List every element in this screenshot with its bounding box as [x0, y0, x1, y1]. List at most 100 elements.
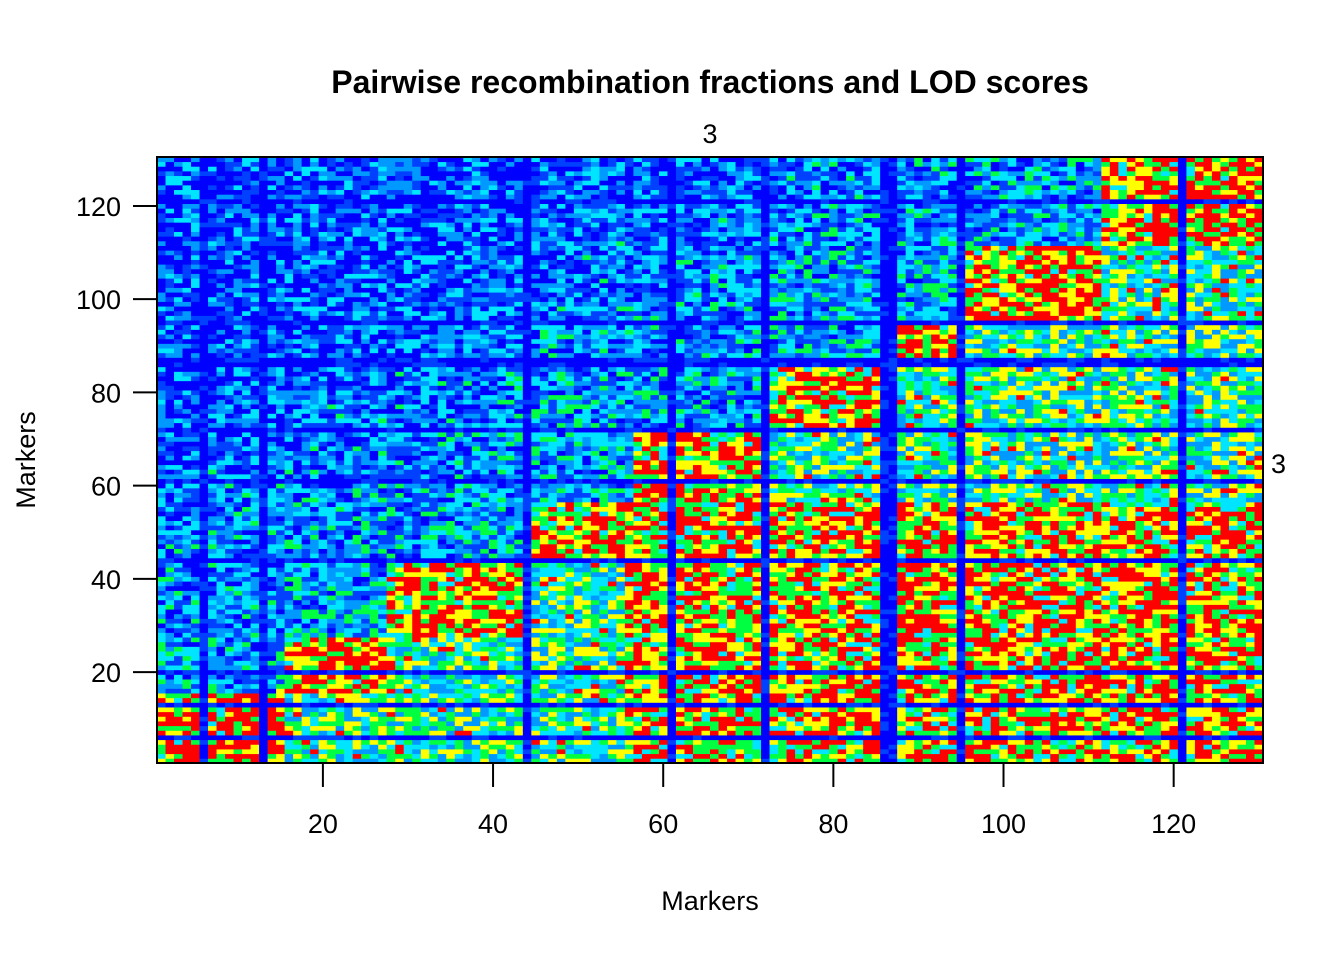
heatmap-cell	[361, 516, 370, 521]
heatmap-cell	[276, 395, 285, 400]
heatmap-cell	[361, 716, 370, 721]
heatmap-cell	[225, 399, 234, 404]
heatmap-cell	[200, 376, 209, 381]
heatmap-cell	[242, 493, 251, 498]
heatmap-cell	[370, 479, 379, 484]
heatmap-cell	[361, 306, 370, 311]
heatmap-cell	[293, 162, 302, 167]
heatmap-cell	[200, 371, 209, 376]
heatmap-cell	[319, 702, 328, 707]
heatmap-cell	[412, 427, 421, 432]
heatmap-cell	[157, 241, 166, 246]
heatmap-cell	[285, 222, 294, 227]
heatmap-cell	[225, 208, 234, 213]
heatmap-cell	[387, 497, 396, 502]
heatmap-cell	[370, 162, 379, 167]
heatmap-cell	[225, 269, 234, 274]
heatmap-cell	[361, 698, 370, 703]
heatmap-cell	[174, 325, 183, 330]
heatmap-cell	[404, 180, 413, 185]
heatmap-cell	[378, 274, 387, 279]
heatmap-cell	[370, 605, 379, 610]
heatmap-cell	[344, 614, 353, 619]
heatmap-cell	[225, 549, 234, 554]
heatmap-cell	[412, 507, 421, 512]
heatmap-cell	[191, 698, 200, 703]
heatmap-cell	[361, 353, 370, 358]
heatmap-cell	[395, 441, 404, 446]
heatmap-cell	[166, 353, 175, 358]
heatmap-cell	[200, 516, 209, 521]
heatmap-cell	[327, 413, 336, 418]
heatmap-cell	[234, 572, 243, 577]
heatmap-cell	[259, 525, 268, 530]
heatmap-cell	[217, 264, 226, 269]
heatmap-cell	[200, 609, 209, 614]
heatmap-cell	[361, 539, 370, 544]
heatmap-cell	[234, 581, 243, 586]
heatmap-cell	[157, 297, 166, 302]
heatmap-cell	[319, 693, 328, 698]
heatmap-cell	[344, 502, 353, 507]
heatmap-cell	[412, 684, 421, 689]
heatmap-cell	[174, 329, 183, 334]
heatmap-cell	[242, 511, 251, 516]
heatmap-cell	[378, 162, 387, 167]
heatmap-cell	[251, 166, 260, 171]
heatmap-cell	[259, 367, 268, 372]
heatmap-cell	[412, 465, 421, 470]
heatmap-cell	[336, 693, 345, 698]
heatmap-cell	[302, 721, 311, 726]
heatmap-cell	[191, 660, 200, 665]
heatmap-cell	[336, 553, 345, 558]
heatmap-cell	[327, 698, 336, 703]
heatmap-cell	[200, 591, 209, 596]
heatmap-cell	[361, 740, 370, 745]
heatmap-cell	[276, 572, 285, 577]
heatmap-cell	[166, 269, 175, 274]
heatmap-cell	[225, 735, 234, 740]
heatmap-cell	[225, 572, 234, 577]
heatmap-cell	[217, 176, 226, 181]
heatmap-cell	[183, 246, 192, 251]
heatmap-cell	[208, 581, 217, 586]
heatmap-cell	[302, 320, 311, 325]
heatmap-cell	[327, 404, 336, 409]
heatmap-cell	[302, 376, 311, 381]
heatmap-cell	[242, 735, 251, 740]
heatmap-cell	[293, 754, 302, 759]
heatmap-cell	[378, 218, 387, 223]
heatmap-cell	[378, 670, 387, 675]
heatmap-cell	[344, 343, 353, 348]
heatmap-cell	[302, 166, 311, 171]
heatmap-cell	[344, 390, 353, 395]
heatmap-cell	[276, 390, 285, 395]
heatmap-cell	[327, 707, 336, 712]
heatmap-cell	[387, 376, 396, 381]
heatmap-cell	[217, 451, 226, 456]
heatmap-cell	[217, 553, 226, 558]
heatmap-cell	[242, 497, 251, 502]
heatmap-cell	[259, 539, 268, 544]
heatmap-cell	[370, 507, 379, 512]
heatmap-cell	[378, 343, 387, 348]
heatmap-cell	[157, 213, 166, 218]
heatmap-cell	[166, 744, 175, 749]
heatmap-cell	[234, 605, 243, 610]
heatmap-cell	[251, 311, 260, 316]
heatmap-cell	[200, 385, 209, 390]
heatmap-cell	[200, 660, 209, 665]
heatmap-cell	[319, 483, 328, 488]
heatmap-cell	[336, 549, 345, 554]
heatmap-cell	[378, 735, 387, 740]
heatmap-cell	[353, 698, 362, 703]
heatmap-cell	[421, 670, 430, 675]
heatmap-cell	[268, 269, 277, 274]
heatmap-cell	[259, 572, 268, 577]
heatmap-cell	[310, 227, 319, 232]
heatmap-cell	[251, 171, 260, 176]
heatmap-cell	[259, 190, 268, 195]
heatmap-cell	[378, 549, 387, 554]
heatmap-cell	[378, 693, 387, 698]
heatmap-cell	[361, 292, 370, 297]
